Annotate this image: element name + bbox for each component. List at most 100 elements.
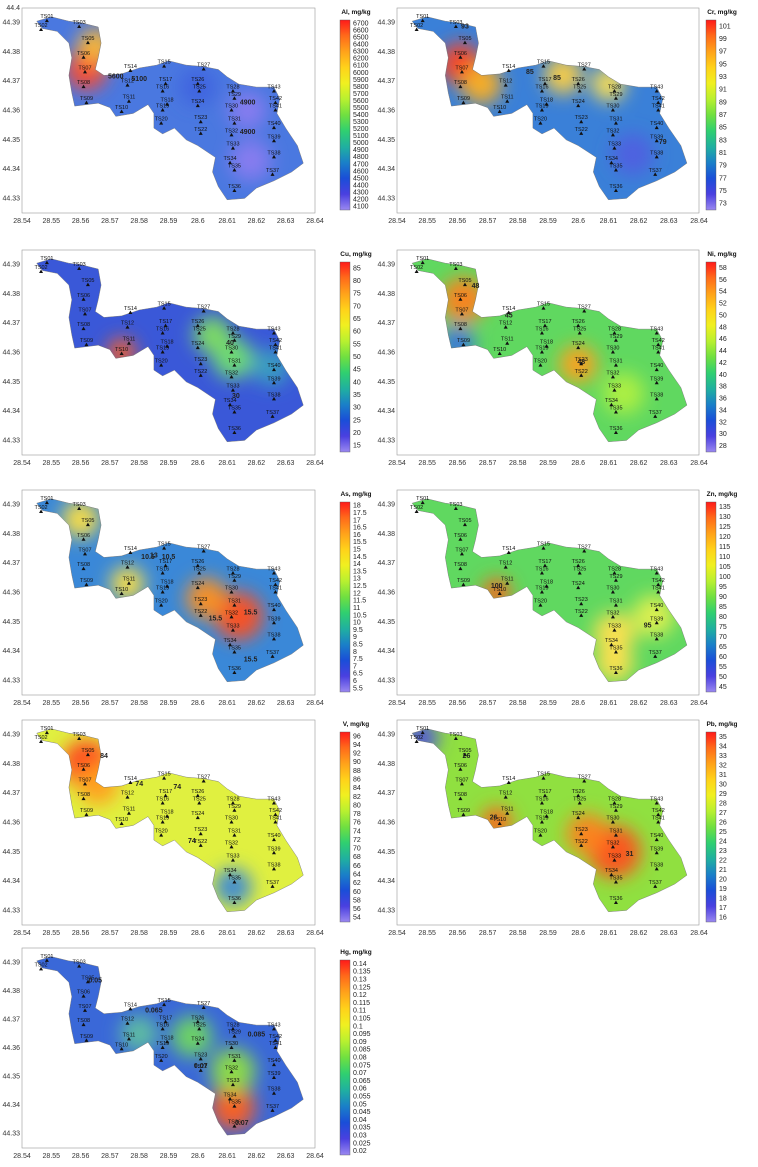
site-marker: [230, 800, 235, 805]
site-label: TS42: [652, 808, 665, 814]
site-label: TS20: [155, 829, 168, 835]
legend-value: 84: [353, 785, 361, 792]
x-tick-label: 28.64: [690, 460, 708, 467]
site-label: TS41: [652, 586, 665, 592]
legend-value: 5300: [353, 119, 369, 126]
site-label: TS27: [197, 63, 210, 69]
site-marker: [198, 1056, 203, 1061]
legend-value: 0.12: [353, 992, 367, 999]
x-tick-label: 28.54: [13, 700, 31, 707]
legend-value: 0.14: [353, 961, 367, 968]
heat-surface: [36, 956, 304, 1136]
site-marker: [609, 402, 614, 407]
x-tick-label: 28.64: [306, 930, 324, 937]
legend-value: 42: [719, 360, 727, 367]
site-label: TS01: [416, 726, 429, 732]
site-marker: [195, 563, 200, 568]
legend-value: 4900: [353, 147, 369, 154]
legend-value: 20: [353, 430, 361, 437]
site-marker: [458, 796, 463, 801]
site-label: TS27: [197, 545, 210, 551]
hotspot: [602, 372, 645, 415]
legend-value: 6: [353, 678, 357, 685]
legend-value: 101: [719, 23, 731, 30]
x-tick-label: 28.56: [72, 700, 90, 707]
y-tick-label: 44.34: [2, 1102, 20, 1109]
site-label: TS24: [572, 99, 585, 105]
site-marker: [232, 603, 237, 607]
site-label: TS15: [537, 302, 550, 308]
site-marker: [198, 1068, 203, 1072]
site-label: TS18: [160, 340, 173, 346]
site-label: TS25: [193, 566, 206, 572]
contour-label: 48: [577, 359, 585, 366]
site-label: TS30: [225, 346, 238, 352]
site-label: TS05: [81, 278, 94, 284]
site-marker: [230, 388, 235, 392]
site-label: TS42: [269, 808, 282, 814]
legend-value: 94: [353, 742, 361, 749]
site-label: TS31: [609, 117, 622, 123]
hotspot: [214, 868, 252, 906]
site-marker: [163, 793, 168, 798]
heat-surface: [412, 258, 687, 442]
site-marker: [232, 188, 237, 193]
legend-value: 23: [719, 848, 727, 855]
site-marker: [271, 800, 276, 805]
site-marker: [656, 820, 661, 824]
site-marker: [453, 736, 458, 741]
site-marker: [579, 131, 584, 135]
y-tick-label: 44.33: [377, 907, 395, 914]
site-label: TS18: [540, 810, 553, 816]
site-label: TS27: [197, 1001, 210, 1007]
site-label: TS23: [194, 357, 207, 363]
site-label: TS34: [605, 398, 618, 404]
x-tick-label: 28.57: [101, 218, 119, 225]
site-marker: [165, 344, 170, 348]
legend-value: 15: [353, 547, 361, 554]
site-label: TS39: [650, 846, 663, 852]
site-marker: [654, 330, 659, 335]
legend-value: 88: [353, 768, 361, 775]
site-label: TS41: [652, 816, 665, 822]
site-marker: [270, 172, 275, 176]
site-label: TS37: [649, 880, 662, 886]
site-label: TS31: [228, 359, 241, 365]
site-label: TS24: [572, 341, 585, 347]
site-label: TS15: [537, 60, 550, 66]
legend-value: 120: [719, 534, 731, 541]
x-tick-label: 28.55: [418, 700, 436, 707]
site-marker: [160, 1026, 165, 1031]
site-marker: [232, 650, 237, 654]
site-marker: [162, 776, 167, 780]
contour-label: 45: [505, 312, 513, 319]
site-label: TS14: [502, 64, 515, 70]
site-label: TS34: [223, 1092, 236, 1098]
site-marker: [195, 345, 200, 350]
site-label: TS03: [73, 502, 86, 508]
legend-value: 115: [719, 544, 730, 551]
site-marker: [539, 88, 544, 93]
site-label: TS16: [535, 566, 548, 572]
y-tick-label: 44.39: [2, 20, 20, 27]
site-label: TS38: [650, 150, 663, 156]
site-marker: [612, 330, 617, 335]
site-label: TS28: [608, 796, 621, 802]
site-label: TS09: [80, 808, 93, 814]
site-marker: [505, 99, 510, 103]
site-label: TS35: [609, 164, 622, 170]
legend-value: 5200: [353, 126, 369, 133]
site-marker: [458, 326, 463, 331]
site-marker: [232, 410, 237, 414]
site-marker: [85, 282, 90, 287]
site-label: TS42: [269, 578, 282, 584]
site-marker: [414, 739, 419, 743]
site-label: TS39: [650, 134, 663, 140]
legend-value: 135: [719, 504, 731, 511]
site-label: TS08: [77, 1018, 90, 1024]
site-marker: [228, 160, 233, 165]
site-marker: [229, 350, 234, 354]
site-label: TS03: [73, 262, 86, 268]
site-label: TS15: [158, 542, 171, 548]
site-marker: [39, 509, 44, 513]
